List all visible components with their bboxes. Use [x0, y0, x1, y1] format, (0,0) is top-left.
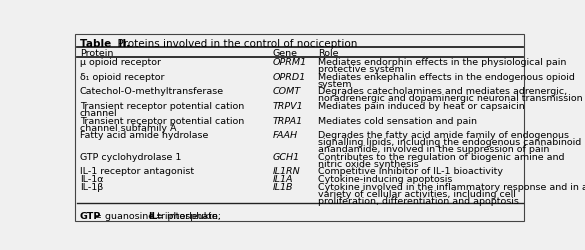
Text: channel subfamily A: channel subfamily A — [80, 124, 177, 132]
Text: Catechol-O-methyltransferase: Catechol-O-methyltransferase — [80, 88, 224, 96]
Text: nitric oxide synthesis: nitric oxide synthesis — [318, 160, 419, 168]
Text: Competitive inhibitor of IL-1 bioactivity: Competitive inhibitor of IL-1 bioactivit… — [318, 168, 503, 176]
Text: Degrades the fatty acid amide family of endogenous: Degrades the fatty acid amide family of … — [318, 132, 569, 140]
Text: GCH1: GCH1 — [273, 153, 300, 162]
Text: anandamide, involved in the suppression of pain: anandamide, involved in the suppression … — [318, 145, 549, 154]
Text: Fatty acid amide hydrolase: Fatty acid amide hydrolase — [80, 132, 208, 140]
Text: Transient receptor potential cation: Transient receptor potential cation — [80, 117, 244, 126]
Text: Cytokine involved in the inflammatory response and in a: Cytokine involved in the inflammatory re… — [318, 183, 585, 192]
Text: GTP: GTP — [80, 212, 101, 221]
Text: Gene: Gene — [273, 49, 298, 58]
Text: δ₁ opioid receptor: δ₁ opioid receptor — [80, 73, 164, 82]
Text: OPRM1: OPRM1 — [273, 58, 307, 67]
Text: IL1B: IL1B — [273, 183, 293, 192]
Text: Table  II.: Table II. — [80, 39, 130, 49]
Text: GTP cyclohydrolase 1: GTP cyclohydrolase 1 — [80, 153, 181, 162]
Text: noradrenergic and dopaminergic neuronal transmission: noradrenergic and dopaminergic neuronal … — [318, 94, 583, 103]
FancyBboxPatch shape — [75, 34, 524, 220]
Text: TRPA1: TRPA1 — [273, 117, 302, 126]
Text: Contributes to the regulation of biogenic amine and: Contributes to the regulation of biogeni… — [318, 153, 565, 162]
Text: Mediates enkephalin effects in the endogenous opioid: Mediates enkephalin effects in the endog… — [318, 73, 575, 82]
Text: system: system — [318, 80, 352, 88]
Text: Mediates cold sensation and pain: Mediates cold sensation and pain — [318, 117, 477, 126]
Text: μ opioid receptor: μ opioid receptor — [80, 58, 161, 67]
Text: proliferation, differentiation and apoptosis: proliferation, differentiation and apopt… — [318, 197, 519, 206]
Text: Mediates endorphin effects in the physiological pain: Mediates endorphin effects in the physio… — [318, 58, 566, 67]
Text: Transient receptor potential cation: Transient receptor potential cation — [80, 102, 244, 111]
Text: variety of cellular activities, including cell: variety of cellular activities, includin… — [318, 190, 516, 199]
Text: signalling lipids, including the endogenous cannabinoid: signalling lipids, including the endogen… — [318, 138, 581, 147]
Text: TRPV1: TRPV1 — [273, 102, 303, 111]
Text: Protein: Protein — [80, 49, 113, 58]
Text: OPRD1: OPRD1 — [273, 73, 306, 82]
Text: IL: IL — [148, 212, 157, 221]
Text: protective system: protective system — [318, 65, 404, 74]
Text: Proteins involved in the control of nociception: Proteins involved in the control of noci… — [111, 39, 357, 49]
Text: IL-1 receptor antagonist: IL-1 receptor antagonist — [80, 168, 194, 176]
Text: = guanosine triphosphate;: = guanosine triphosphate; — [91, 212, 224, 221]
Text: Mediates pain induced by heat or capsaicin: Mediates pain induced by heat or capsaic… — [318, 102, 525, 111]
Text: FAAH: FAAH — [273, 132, 298, 140]
Text: IL-1α: IL-1α — [80, 175, 104, 184]
Text: COMT: COMT — [273, 88, 301, 96]
Text: Role: Role — [318, 49, 339, 58]
Text: Cytokine-inducing apoptosis: Cytokine-inducing apoptosis — [318, 175, 452, 184]
Text: IL1A: IL1A — [273, 175, 293, 184]
Text: Degrades catecholamines and mediates adrenergic,: Degrades catecholamines and mediates adr… — [318, 88, 567, 96]
Text: IL1RN: IL1RN — [273, 168, 300, 176]
Text: IL-1β: IL-1β — [80, 183, 103, 192]
Text: = interleukin.: = interleukin. — [153, 212, 221, 221]
Text: channel: channel — [80, 109, 118, 118]
